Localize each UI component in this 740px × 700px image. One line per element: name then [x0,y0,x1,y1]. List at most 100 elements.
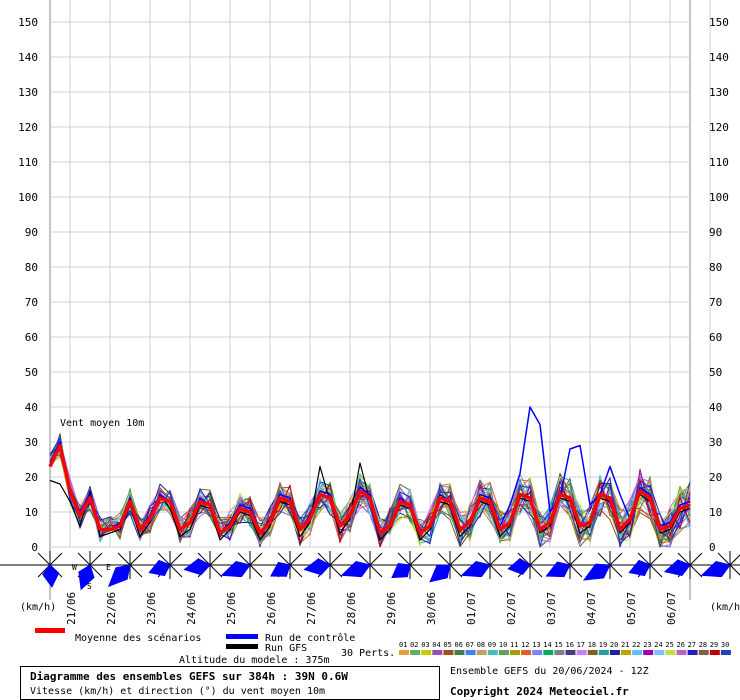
legend-control-swatch [226,634,258,639]
y-tick-label-left: 30 [25,436,38,449]
y-axis-left: 0 10 20 30 40 50 60 70 80 90 100 110 120 130 140 150 [18,16,38,554]
perturbation-number: 19 [599,641,607,649]
wind-direction-arrow [148,559,171,577]
chart-grid [49,0,711,600]
wind-direction-arrow [582,563,611,581]
perturbation-number: 28 [699,641,707,649]
chart-annotation: Vent moyen 10m [60,418,144,429]
y-tick-label-left: 70 [25,296,38,309]
perturbation-number: 12 [521,641,529,649]
perturbation-number: 23 [643,641,651,649]
y-tick-label-right: 150 [709,16,729,29]
perturbation-swatch [709,650,720,655]
perturbation-number: 13 [532,641,540,649]
wind-direction-arrow [107,564,131,588]
y-tick-label-left: 110 [18,156,38,169]
wind-direction-arrow [270,561,291,577]
perturbation-number: 30 [721,641,729,649]
y-tick-label-right: 40 [709,401,722,414]
perturbation-number: 21 [621,641,629,649]
perturbation-swatch [720,650,731,655]
x-date-label: 22/06 [105,592,118,625]
x-date-label: 25/06 [225,592,238,625]
x-date-label: 21/06 [65,592,78,625]
x-axis-date-labels: 21/06 22/06 23/06 24/06 25/06 26/06 27/06 28/06… [65,592,678,625]
perturbation-swatch [543,650,554,655]
perturbation-number: 27 [688,641,696,649]
perturbation-swatch [476,650,487,655]
legend-gfs-label: Run GFS [265,643,307,654]
x-date-label: 01/07 [465,592,478,625]
x-date-label: 27/06 [305,592,318,625]
perturbation-swatch [665,650,676,655]
y-tick-label-left: 0 [31,541,38,554]
chart-title: Diagramme des ensembles GEFS sur 384h : … [30,670,348,683]
perturbation-number: 15 [554,641,562,649]
y-axis-right: 0 10 20 30 40 50 60 70 80 90 100 110 120 130 140 150 [709,16,729,554]
perturbation-number: 26 [677,641,685,649]
perturbation-number: 17 [577,641,585,649]
wind-direction-arrow [460,561,491,578]
perturbation-number: 24 [654,641,662,649]
perturbation-line [49,437,691,548]
perturbation-number: 29 [710,641,718,649]
perturbation-swatch [676,650,687,655]
y-tick-label-right: 50 [709,366,722,379]
x-date-label: 29/06 [385,592,398,625]
y-tick-label-right: 90 [709,226,722,239]
perturbation-swatch [465,650,476,655]
wind-direction-arrow [183,558,211,576]
x-date-label: 06/07 [665,592,678,625]
perturbation-number: 10 [499,641,507,649]
y-tick-label-left: 20 [25,471,38,484]
perturbation-swatch [565,650,576,655]
perturbation-number: 03 [421,641,429,649]
wind-direction-arrow [628,559,651,577]
mean-line [48,443,691,535]
perturbation-number: 04 [432,641,440,649]
y-tick-label-right: 30 [709,436,722,449]
y-tick-label-left: 50 [25,366,38,379]
perturbation-swatch [443,650,454,655]
perturbation-swatch [510,650,520,655]
y-tick-label-left: 140 [18,51,38,64]
x-date-label: 26/06 [265,592,278,625]
model-altitude: Altitude du modele : 375m [179,655,330,666]
title-box: Diagramme des ensembles GEFS sur 384h : … [20,666,440,700]
wind-direction-strip: W E S [0,551,740,591]
perturbation-lines [49,433,691,548]
perturbation-swatch [621,650,631,655]
perturbation-number: 14 [543,641,551,649]
legend-mean-swatch [35,628,65,633]
perturbation-number: 06 [455,641,463,649]
y-tick-label-right: 130 [709,86,729,99]
mean-line [48,443,691,535]
y-tick-label-left: 120 [18,121,38,134]
y-tick-label-left: 150 [18,16,38,29]
chart-subtitle: Vitesse (km/h) et direction (°) du vent … [30,686,326,697]
legend-mean-label: Moyenne des scénarios [75,632,201,644]
perturbation-number: 22 [632,641,640,649]
y-tick-label-right: 0 [709,541,716,554]
y-tick-label-left: 130 [18,86,38,99]
x-date-label: 23/06 [145,592,158,625]
perturbation-number: 05 [443,641,451,649]
compass-south-label: S [87,582,92,591]
wind-direction-arrow [663,559,691,576]
y-unit-right: (km/h) [710,602,740,613]
perturbation-number: 08 [477,641,485,649]
perturbation-number: 11 [510,641,518,649]
perturbation-legend: 01 02 03 04 05 06 07 08 09 10 11 12 13 14 15 16 17 18 19 20… [399,641,731,655]
x-date-label: 03/07 [545,592,558,625]
y-tick-label-right: 80 [709,261,722,274]
perturbation-number: 16 [566,641,574,649]
copyright: Copyright 2024 Meteociel.fr [450,685,629,698]
wind-direction-arrow [303,558,331,576]
wind-direction-arrow [507,557,531,576]
y-unit-left: (km/h) [20,602,56,613]
y-tick-label-right: 120 [709,121,729,134]
perturbation-swatch [532,650,543,655]
x-date-label: 28/06 [345,592,358,625]
perturbation-swatch [632,650,643,655]
